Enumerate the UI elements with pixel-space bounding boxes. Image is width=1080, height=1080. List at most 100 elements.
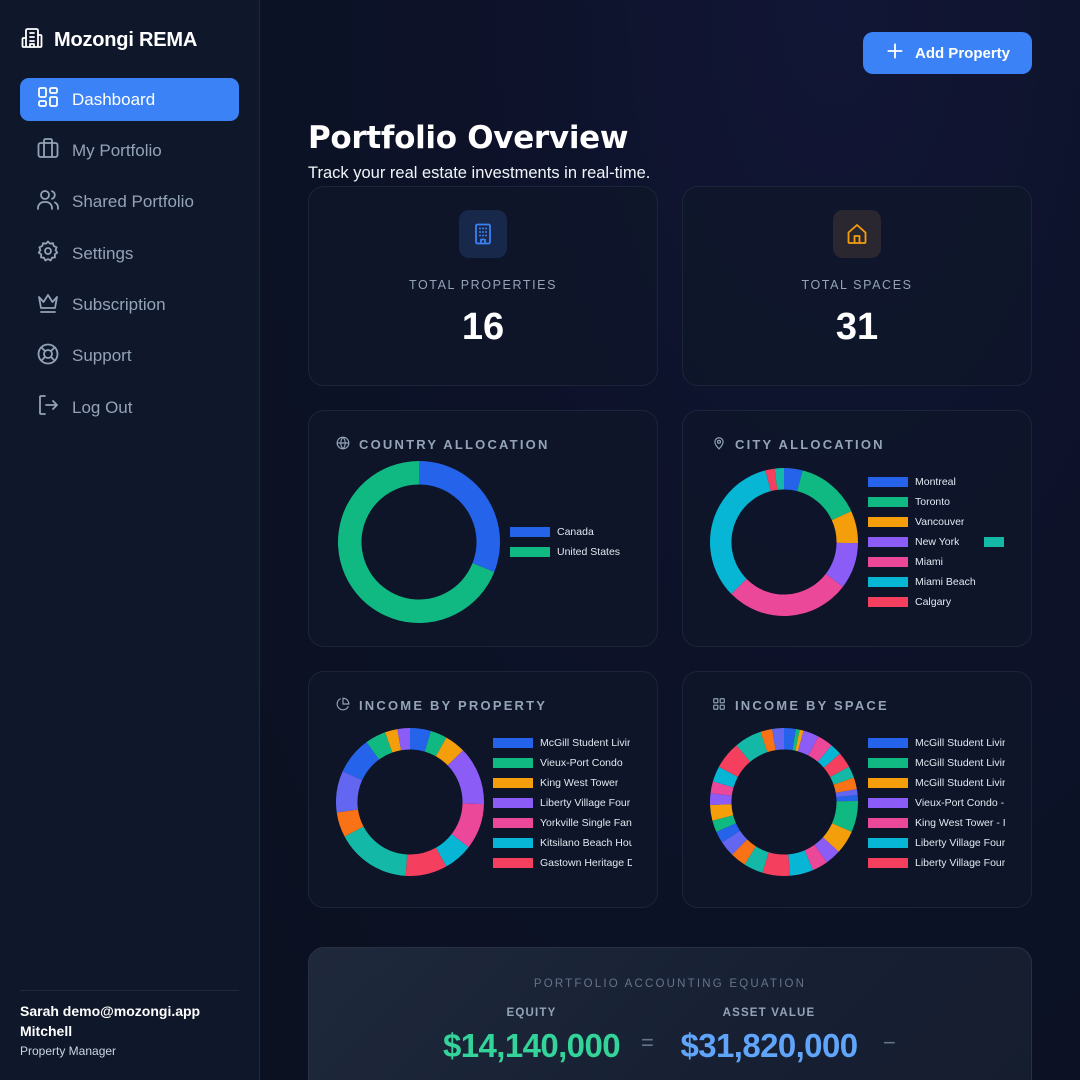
legend-item[interactable]: McGill Student Livir (868, 773, 1006, 793)
sidebar-item-subscription[interactable]: Subscription (20, 284, 239, 327)
add-property-button[interactable]: Add Property (863, 32, 1032, 74)
donut-segment[interactable] (822, 823, 852, 852)
donut-segment[interactable] (762, 852, 790, 876)
donut-segment[interactable] (795, 729, 804, 752)
legend-item[interactable]: King West Tower (493, 773, 632, 793)
legend-item[interactable]: Liberty Village Four (868, 833, 1006, 853)
donut-segment[interactable] (804, 844, 827, 871)
donut-segment[interactable] (784, 728, 796, 751)
donut-segment[interactable] (784, 468, 803, 492)
donut-segment[interactable] (424, 730, 447, 757)
donut-segment[interactable] (385, 729, 402, 753)
donut-segment[interactable] (710, 781, 734, 796)
legend-item[interactable]: McGill Student Livir (868, 753, 1006, 773)
grid-icon (712, 697, 726, 714)
donut-segment[interactable] (744, 846, 769, 873)
legend-item[interactable]: Gastown Heritage D (493, 853, 632, 873)
donut-segment[interactable] (718, 745, 751, 777)
donut-segment[interactable] (366, 732, 393, 760)
donut-segment[interactable] (832, 801, 858, 832)
donut-segment[interactable] (788, 850, 814, 876)
donut-segment[interactable] (342, 742, 380, 781)
donut-segment[interactable] (835, 789, 858, 798)
legend-item[interactable]: Canada (510, 522, 620, 542)
donut-segment[interactable] (731, 573, 843, 616)
donut-segment[interactable] (410, 728, 431, 752)
donut-segment[interactable] (451, 803, 484, 848)
donut-segment[interactable] (792, 728, 800, 751)
legend-item[interactable]: King West Tower - I (868, 813, 1006, 833)
donut-segment[interactable] (338, 461, 495, 623)
legend-item[interactable]: New York (868, 532, 976, 552)
building-icon (459, 210, 507, 258)
sidebar-item-log-out[interactable]: Log Out (20, 386, 239, 429)
sidebar-item-dashboard[interactable]: Dashboard (20, 78, 239, 121)
sidebar-item-my-portfolio[interactable]: My Portfolio (20, 129, 239, 172)
donut-segment[interactable] (397, 728, 410, 751)
legend-swatch (868, 517, 908, 527)
donut-segment[interactable] (760, 728, 776, 753)
donut-segment[interactable] (712, 815, 736, 832)
legend-item[interactable]: Toronto (868, 492, 976, 512)
donut-segment[interactable] (710, 793, 732, 805)
sidebar-nav: Dashboard My Portfolio Shared Portfolio (20, 78, 239, 438)
donut-segment[interactable] (797, 730, 819, 756)
legend-item[interactable]: Vieux-Port Condo (493, 753, 632, 773)
country-donut-chart[interactable] (338, 461, 500, 623)
legend-item[interactable]: Miami (868, 552, 976, 572)
legend-item[interactable]: Vieux-Port Condo - (868, 793, 1006, 813)
donut-segment[interactable] (712, 766, 738, 788)
donut-segment[interactable] (830, 766, 854, 785)
brand[interactable]: Mozongi REMA (20, 27, 197, 53)
sidebar-item-settings[interactable]: Settings (20, 232, 239, 275)
legend-item[interactable]: Calgary (868, 592, 976, 612)
donut-segment[interactable] (344, 826, 408, 876)
legend-item[interactable]: McGill Student Livir (868, 733, 1006, 753)
donut-segment[interactable] (774, 468, 784, 490)
donut-segment[interactable] (772, 728, 784, 751)
donut-segment[interactable] (825, 542, 858, 587)
donut-segment[interactable] (831, 511, 858, 544)
donut-segment[interactable] (833, 777, 857, 793)
sidebar-item-support[interactable]: Support (20, 335, 239, 378)
income-by-space-donut-chart[interactable] (710, 728, 858, 876)
donut-segment[interactable] (435, 737, 464, 766)
legend-item[interactable]: Vancouver (868, 512, 976, 532)
user-profile[interactable]: Sarah demo@mozongi.app Mitchell Property… (20, 990, 239, 1060)
income-by-property-donut-chart[interactable] (336, 728, 484, 876)
stat-value: 16 (461, 306, 505, 348)
donut-segment[interactable] (736, 731, 768, 762)
donut-segment[interactable] (447, 750, 484, 805)
donut-segment[interactable] (808, 736, 832, 762)
donut-segment[interactable] (814, 837, 839, 863)
donut-segment[interactable] (336, 771, 363, 813)
donut-segment[interactable] (817, 745, 841, 768)
legend-item[interactable]: Miami Beach (868, 572, 976, 592)
legend-swatch (493, 818, 533, 828)
legend-swatch (510, 547, 550, 557)
donut-segment[interactable] (836, 795, 858, 802)
legend-item[interactable]: Kitsilano Beach Hou (493, 833, 632, 853)
donut-segment[interactable] (710, 470, 771, 594)
donut-segment[interactable] (336, 809, 364, 837)
donut-segment[interactable] (435, 834, 469, 867)
legend-item[interactable]: United States (510, 542, 620, 562)
legend-item[interactable]: Yorkville Single Fan (493, 813, 632, 833)
donut-segment[interactable] (405, 847, 447, 876)
donut-segment[interactable] (419, 461, 500, 572)
legend-item[interactable]: Liberty Village Four (868, 853, 1006, 873)
logout-icon (36, 393, 60, 422)
donut-segment[interactable] (721, 830, 748, 855)
legend-item[interactable]: Liberty Village Four (493, 793, 632, 813)
legend-item[interactable]: McGill Student Livir (493, 733, 632, 753)
donut-segment[interactable] (710, 804, 734, 821)
city-donut-chart[interactable] (710, 468, 858, 616)
sidebar-item-shared-portfolio[interactable]: Shared Portfolio (20, 181, 239, 224)
legend-item[interactable]: Montreal (868, 472, 976, 492)
donut-segment[interactable] (823, 753, 850, 777)
donut-segment[interactable] (765, 468, 778, 492)
sidebar-item-label: Subscription (72, 295, 166, 315)
donut-segment[interactable] (797, 470, 852, 521)
donut-segment[interactable] (716, 823, 740, 843)
donut-segment[interactable] (732, 839, 756, 865)
